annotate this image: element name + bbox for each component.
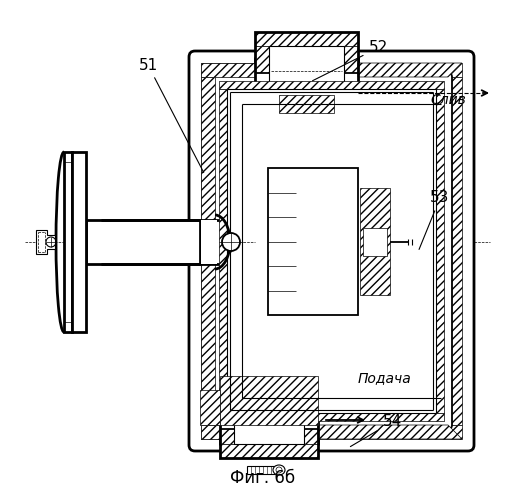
Polygon shape [201,77,215,425]
Polygon shape [247,466,275,474]
Polygon shape [201,220,217,264]
Polygon shape [255,46,269,95]
Text: 54: 54 [350,414,402,446]
Polygon shape [201,77,215,220]
Polygon shape [201,264,215,425]
Polygon shape [36,230,55,254]
Polygon shape [219,81,444,89]
FancyBboxPatch shape [211,73,452,429]
Text: 51: 51 [139,58,204,172]
Polygon shape [220,444,318,458]
Polygon shape [360,188,390,295]
Polygon shape [201,425,220,439]
FancyBboxPatch shape [189,51,474,451]
Text: Слив: Слив [430,93,466,107]
Polygon shape [255,32,358,46]
Polygon shape [220,376,318,425]
Polygon shape [86,220,200,264]
Polygon shape [219,89,227,413]
Polygon shape [72,152,86,332]
Polygon shape [64,152,72,332]
Polygon shape [344,46,358,95]
Polygon shape [268,168,358,315]
Text: 52: 52 [312,40,387,81]
Polygon shape [219,413,444,421]
Polygon shape [200,390,220,425]
Text: Подача: Подача [358,371,412,385]
Polygon shape [279,95,334,113]
Polygon shape [436,89,444,413]
Polygon shape [227,89,436,413]
Circle shape [222,233,240,251]
Polygon shape [304,390,318,444]
Text: 53: 53 [419,190,450,250]
Polygon shape [448,77,462,425]
Polygon shape [201,63,462,77]
Polygon shape [234,390,304,444]
Polygon shape [201,425,462,439]
Polygon shape [201,63,255,77]
Ellipse shape [273,465,285,475]
Text: Фиг. 6б: Фиг. 6б [230,469,296,487]
Polygon shape [358,63,462,77]
Polygon shape [363,228,387,256]
Polygon shape [318,425,462,439]
Polygon shape [269,46,344,95]
Polygon shape [220,390,234,444]
